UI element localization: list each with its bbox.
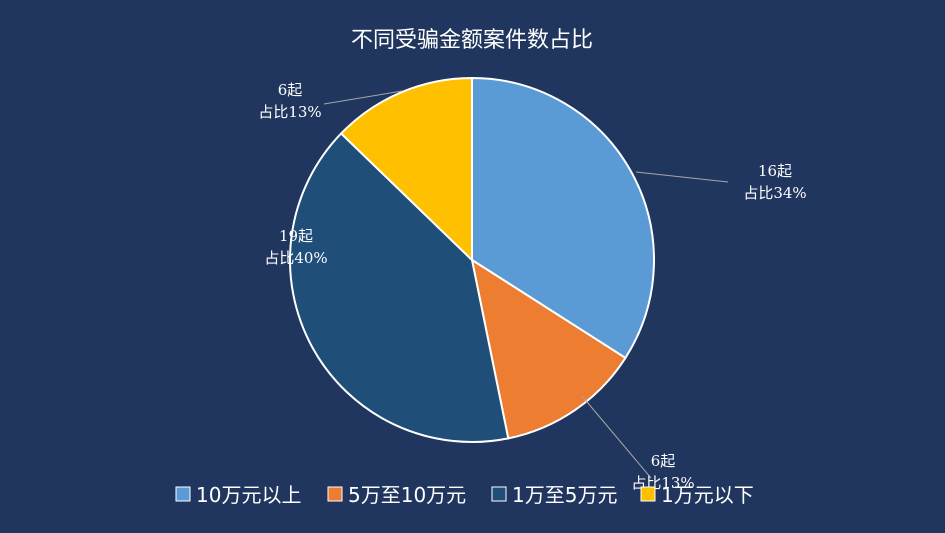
data-label-count-4: 6起 bbox=[278, 81, 303, 99]
data-label-pct-4: 占比13% bbox=[258, 103, 321, 121]
legend-swatch-1 bbox=[175, 486, 191, 502]
legend-label-1: 10万元以上 bbox=[196, 483, 301, 507]
leader-lines bbox=[323, 90, 729, 479]
data-label-pct-3: 占比40% bbox=[264, 249, 327, 267]
data-label-pct-1: 占比34% bbox=[743, 184, 806, 202]
leader-line-1 bbox=[635, 171, 729, 183]
leader-line-2 bbox=[581, 395, 652, 479]
pie-slices bbox=[289, 76, 655, 443]
data-label-count-2: 6起 bbox=[651, 452, 676, 470]
data-label-count-1: 16起 bbox=[758, 162, 792, 180]
legend: 10万元以上 5万至10万元 1万至5万元 1万元以下 bbox=[175, 483, 754, 507]
legend-label-2: 5万至10万元 bbox=[348, 483, 466, 507]
legend-label-4: 1万元以下 bbox=[661, 483, 754, 507]
legend-swatch-3 bbox=[491, 486, 507, 502]
legend-swatch-4 bbox=[640, 486, 656, 502]
pie-slice-4 bbox=[339, 76, 473, 263]
leader-line-4 bbox=[323, 90, 403, 105]
legend-label-3: 1万至5万元 bbox=[512, 483, 617, 507]
pie-slice-3 bbox=[289, 132, 510, 443]
chart-title: 不同受骗金额案件数占比 bbox=[351, 28, 593, 53]
pie-slice-2 bbox=[470, 257, 627, 440]
data-label-count-3: 19起 bbox=[279, 227, 313, 245]
legend-swatch-2 bbox=[327, 486, 343, 502]
